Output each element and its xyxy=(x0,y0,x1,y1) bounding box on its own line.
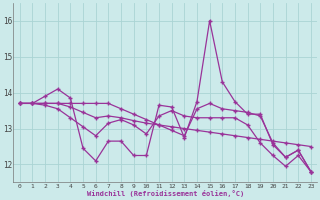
X-axis label: Windchill (Refroidissement éolien,°C): Windchill (Refroidissement éolien,°C) xyxy=(87,190,244,197)
